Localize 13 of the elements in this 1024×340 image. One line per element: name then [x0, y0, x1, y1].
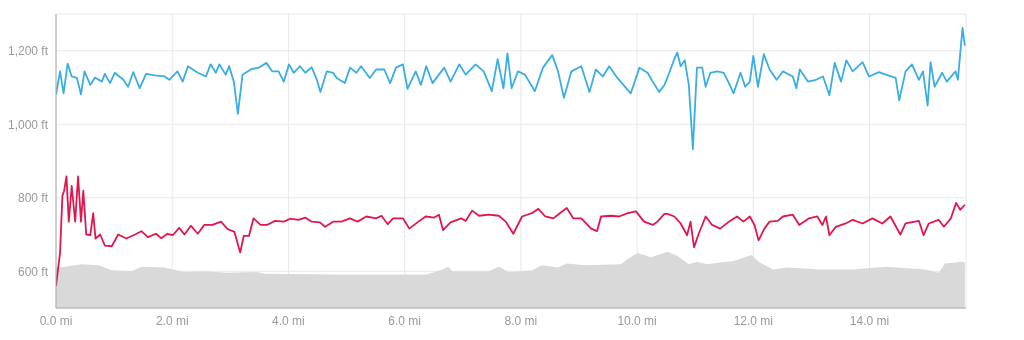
x-tick-label: 2.0 mi	[155, 313, 189, 328]
y-tick-label: 800 ft	[17, 191, 49, 206]
line-series	[56, 27, 966, 151]
y-tick-label: 600 ft	[17, 264, 49, 279]
x-tick-label: 10.0 mi	[617, 313, 657, 328]
y-tick-label: 1,000 ft	[7, 117, 49, 132]
x-tick-label: 4.0 mi	[272, 313, 305, 328]
y-tick-label: 1,200 ft	[7, 44, 49, 59]
x-tick-label: 14.0 mi	[849, 313, 890, 328]
x-tick-label: 6.0 mi	[388, 313, 421, 328]
x-tick-label: 8.0 mi	[504, 313, 538, 328]
x-tick-label: 0.0 mi	[39, 313, 73, 328]
x-tick-label: 12.0 mi	[733, 313, 773, 328]
